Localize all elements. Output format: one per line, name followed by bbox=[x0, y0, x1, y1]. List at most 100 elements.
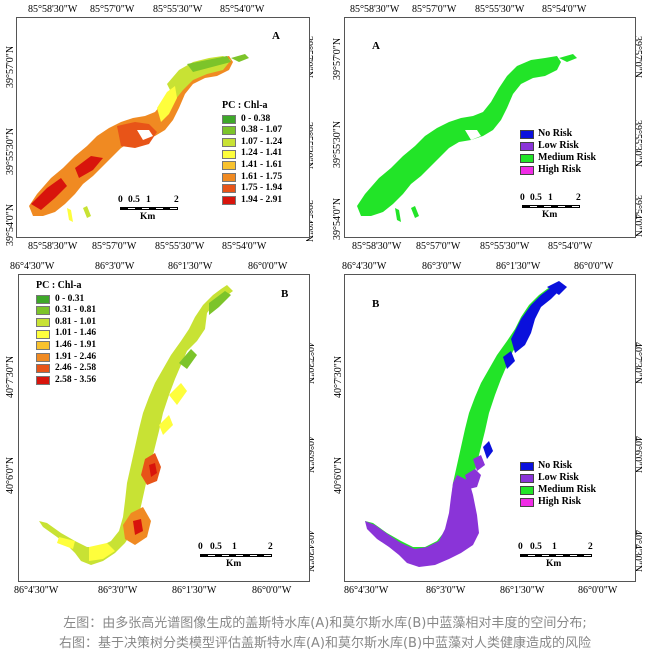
legend-item: High Risk bbox=[520, 496, 596, 508]
legend-swatch bbox=[520, 141, 534, 151]
left-tick: 39°55'30"N bbox=[332, 120, 343, 168]
legend-swatch bbox=[520, 473, 534, 483]
risk-legend: No Risk Low Risk Medium Risk High Risk bbox=[520, 128, 596, 176]
bottom-tick: 86°0'0"W bbox=[578, 585, 618, 596]
legend-label: 1.46 - 1.91 bbox=[55, 339, 97, 350]
bottom-tick: 86°3'0"W bbox=[98, 585, 138, 596]
map-morse-abundance: 86°4'30"W 86°3'0"W 86°1'30"W 86°0'0"W 40… bbox=[0, 258, 322, 604]
left-tick: 40°6'0"N bbox=[5, 456, 16, 494]
legend-label: 0.81 - 1.01 bbox=[55, 316, 97, 327]
scale-unit: Km bbox=[546, 559, 562, 569]
map-morse-risk: 86°4'30"W 86°3'0"W 86°1'30"W 86°0'0"W 40… bbox=[330, 258, 650, 604]
legend-item: 1.91 - 2.46 bbox=[36, 352, 96, 364]
legend-swatch bbox=[36, 376, 50, 386]
reservoir-risk-shape bbox=[365, 281, 567, 567]
legend-item: 0.31 - 0.81 bbox=[36, 305, 96, 317]
legend-swatch bbox=[36, 329, 50, 339]
legend-label: No Risk bbox=[538, 128, 573, 139]
legend-item: 1.24 - 1.41 bbox=[222, 148, 282, 160]
bottom-tick: 85°55'30"W bbox=[480, 241, 530, 252]
legend-item: 0 - 0.31 bbox=[36, 294, 96, 306]
panel-label: A bbox=[272, 30, 280, 42]
bottom-tick: 86°1'30"W bbox=[500, 585, 545, 596]
scale-unit: Km bbox=[226, 559, 242, 569]
legend-item: 1.41 - 1.61 bbox=[222, 160, 282, 172]
bottom-tick: 86°4'30"W bbox=[344, 585, 389, 596]
legend-swatch bbox=[36, 306, 50, 316]
legend-swatch bbox=[222, 126, 236, 136]
bottom-tick: 85°58'30"W bbox=[352, 241, 402, 252]
legend-label: Medium Risk bbox=[538, 152, 597, 163]
legend-item: 1.75 - 1.94 bbox=[222, 183, 282, 195]
top-tick: 85°54'0"W bbox=[542, 4, 587, 15]
legend-swatch bbox=[222, 172, 236, 182]
scale-bar-graphic bbox=[120, 207, 178, 210]
map-frame bbox=[344, 17, 636, 238]
scale-tick: 0 bbox=[118, 195, 123, 205]
legend-item: 1.94 - 2.91 bbox=[222, 195, 282, 207]
scale-tick: 1 bbox=[548, 193, 553, 203]
legend-item: Low Risk bbox=[520, 140, 596, 152]
top-tick: 85°58'30"W bbox=[28, 4, 78, 15]
scale-tick: 0.5 bbox=[530, 193, 542, 203]
legend-item: 1.01 - 1.46 bbox=[36, 328, 96, 340]
legend-item: High Risk bbox=[520, 164, 596, 176]
bottom-tick: 86°0'0"W bbox=[252, 585, 292, 596]
legend-swatch bbox=[36, 294, 50, 304]
legend-item: No Risk bbox=[520, 128, 596, 140]
caption-right: 右图：基于决策树分类模型评估盖斯特水库(A)和莫尔斯水库(B)中蓝藻对人类健康造… bbox=[58, 636, 592, 651]
legend-item: 0.38 - 1.07 bbox=[222, 125, 282, 137]
bottom-tick: 86°4'30"W bbox=[14, 585, 59, 596]
top-tick: 86°0'0"W bbox=[248, 261, 288, 272]
bottom-tick: 86°1'30"W bbox=[172, 585, 217, 596]
legend-item: No Risk bbox=[520, 460, 596, 472]
legend-label: Medium Risk bbox=[538, 484, 597, 495]
legend-label: 1.94 - 2.91 bbox=[241, 194, 283, 205]
legend-swatch bbox=[520, 461, 534, 471]
bottom-tick: 85°54'0"W bbox=[548, 241, 593, 252]
legend-item: 1.07 - 1.24 bbox=[222, 137, 282, 149]
scale-tick: 2 bbox=[588, 542, 593, 552]
caption-left: 左图：由多张高光谱图像生成的盖斯特水库(A)和莫尔斯水库(B)中蓝藻相对丰度的空… bbox=[63, 616, 587, 631]
legend-label: 0 - 0.38 bbox=[241, 113, 271, 124]
risk-legend: No Risk Low Risk Medium Risk High Risk bbox=[520, 460, 596, 508]
reservoir-risk-shape bbox=[357, 54, 577, 222]
bottom-tick: 85°58'30"W bbox=[28, 241, 78, 252]
map-geist-risk: 85°58'30"W 85°57'0"W 85°55'30"W 85°54'0"… bbox=[330, 0, 650, 262]
legend-swatch bbox=[36, 341, 50, 351]
legend-swatch bbox=[222, 149, 236, 159]
left-tick: 40°6'0"N bbox=[333, 456, 344, 494]
scale-unit: Km bbox=[140, 212, 156, 222]
top-tick: 85°58'30"W bbox=[350, 4, 400, 15]
legend-swatch bbox=[222, 184, 236, 194]
legend-swatch bbox=[222, 138, 236, 148]
legend-item: 2.46 - 2.58 bbox=[36, 363, 96, 375]
bottom-tick: 85°57'0"W bbox=[416, 241, 461, 252]
scale-unit: Km bbox=[542, 210, 558, 220]
map-frame bbox=[18, 274, 310, 582]
legend-label: 1.07 - 1.24 bbox=[241, 136, 283, 147]
top-tick: 86°3'0"W bbox=[422, 261, 462, 272]
panel-label: B bbox=[372, 298, 380, 310]
legend-swatch bbox=[222, 161, 236, 171]
legend-label: High Risk bbox=[538, 164, 582, 175]
left-tick: 39°57'0"N bbox=[332, 37, 343, 80]
legend-item: Medium Risk bbox=[520, 484, 596, 496]
abundance-legend: PC : Chl-a 0 - 0.38 0.38 - 1.07 1.07 - 1… bbox=[222, 100, 282, 206]
scale-tick: 1 bbox=[146, 195, 151, 205]
left-tick: 39°54'0"N bbox=[5, 203, 16, 246]
scale-tick: 0.5 bbox=[128, 195, 140, 205]
scale-tick: 0 bbox=[518, 542, 523, 552]
scale-bar: 0 0.5 1 2 Km bbox=[118, 195, 188, 225]
abundance-legend: PC : Chl-a 0 - 0.31 0.31 - 0.81 0.81 - 1… bbox=[36, 280, 96, 386]
top-tick: 86°1'30"W bbox=[496, 261, 541, 272]
legend-label: 2.46 - 2.58 bbox=[55, 363, 97, 374]
top-tick: 85°55'30"W bbox=[153, 4, 203, 15]
legend-item: Medium Risk bbox=[520, 152, 596, 164]
legend-label: Low Risk bbox=[538, 140, 579, 151]
left-tick: 39°55'30"N bbox=[5, 127, 16, 175]
reservoir-abundance-shape bbox=[29, 54, 249, 222]
legend-item: 2.58 - 3.56 bbox=[36, 375, 96, 387]
legend-item: 0.81 - 1.01 bbox=[36, 317, 96, 329]
legend-label: 0 - 0.31 bbox=[55, 293, 85, 304]
